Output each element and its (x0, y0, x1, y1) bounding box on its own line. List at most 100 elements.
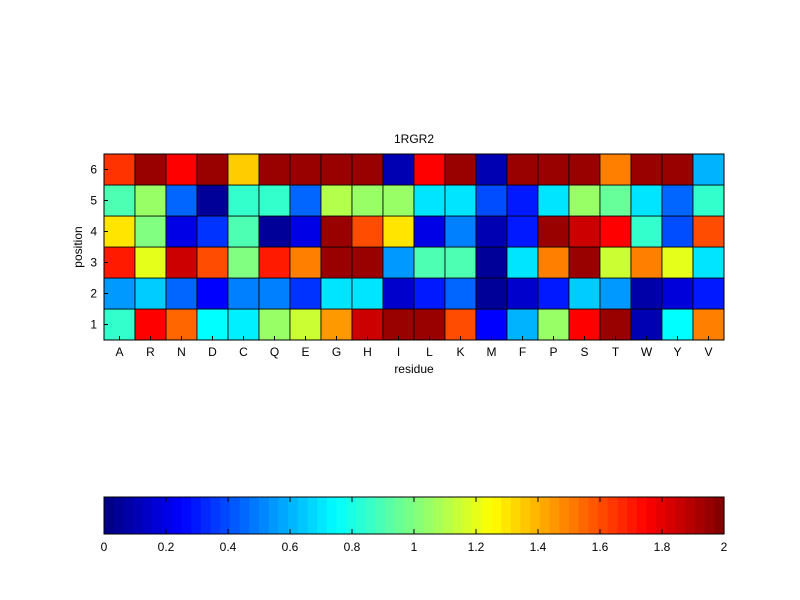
colorbar-tick-label: 2 (721, 540, 728, 554)
heatmap-cell (475, 184, 508, 217)
heatmap-cell (568, 246, 601, 279)
heatmap-cell (134, 184, 167, 217)
x-tick-label: G (332, 345, 341, 359)
colorbar-segment (569, 497, 580, 534)
colorbar-tick-label: 0 (101, 540, 108, 554)
x-tick-label: I (397, 345, 400, 359)
heatmap-cell (692, 277, 725, 310)
heatmap-cell (289, 215, 322, 248)
heatmap-cell (351, 184, 384, 217)
x-tick-label: M (487, 345, 497, 359)
colorbar-segment (665, 497, 677, 534)
heatmap-cell (320, 246, 353, 279)
heatmap-cell (134, 215, 167, 248)
y-tick-label: 5 (90, 194, 97, 208)
colorbar-segment (259, 497, 270, 534)
heatmap-cell (134, 153, 167, 186)
colorbar-segment (210, 497, 221, 534)
colorbar-segment (607, 497, 619, 534)
colorbar-segment (530, 497, 541, 534)
x-tick-label: P (549, 345, 557, 359)
colorbar-segment (200, 497, 212, 534)
heatmap-cell (444, 215, 477, 248)
heatmap-cell (227, 277, 260, 310)
heatmap-cell (289, 153, 322, 186)
colorbar-segment (365, 497, 376, 534)
heatmap-cell (599, 184, 632, 217)
colorbar-tick-label: 0.4 (220, 540, 237, 554)
colorbar-segment (171, 497, 183, 534)
colorbar-segment (288, 497, 299, 534)
colorbar-tick-label: 0.6 (282, 540, 299, 554)
colorbar-segment (375, 497, 386, 534)
heatmap-cell (506, 308, 539, 341)
heatmap-cell (196, 215, 229, 248)
heatmap-cell (289, 184, 322, 217)
colorbar-segment (133, 497, 144, 534)
heatmap-cell (103, 308, 136, 341)
heatmap-cell (289, 246, 322, 279)
heatmap-cell (537, 308, 570, 341)
heatmap-cell (444, 184, 477, 217)
heatmap-cell (320, 308, 353, 341)
heatmap-cell (320, 215, 353, 248)
colorbar-segment (443, 497, 454, 534)
colorbar-segment (278, 497, 289, 534)
heatmap-cell (165, 215, 198, 248)
x-axis-label: residue (394, 362, 434, 376)
colorbar-segment (578, 497, 589, 534)
colorbar-segment (191, 497, 202, 534)
heatmap-cell (413, 277, 446, 310)
colorbar-segment (414, 497, 425, 534)
colorbar-segment (307, 497, 318, 534)
heatmap-cell (382, 246, 415, 279)
heatmap-cell (568, 153, 601, 186)
heatmap-cell (692, 246, 725, 279)
heatmap-cell (320, 153, 353, 186)
heatmap-cell (413, 153, 446, 186)
colorbar-segment (404, 497, 415, 534)
colorbar-tick-label: 1.4 (530, 540, 547, 554)
heatmap-cell (227, 308, 260, 341)
heatmap-cell (351, 215, 384, 248)
heatmap-cell (661, 308, 694, 341)
colorbar-segment (162, 497, 173, 534)
heatmap-cell (692, 184, 725, 217)
colorbar-segment (646, 497, 657, 534)
x-tick-label: N (177, 345, 186, 359)
heatmap-cell (351, 246, 384, 279)
heatmap-cell (351, 277, 384, 310)
heatmap-cells (103, 153, 725, 341)
colorbar-segment (694, 497, 706, 534)
y-tick-labels: 1 2 3 4 5 6 (90, 163, 108, 332)
colorbar-segment (714, 497, 725, 534)
x-tick-label: D (208, 345, 217, 359)
colorbar-segment (142, 497, 154, 534)
heatmap-cell (258, 246, 291, 279)
heatmap-cell (630, 308, 663, 341)
heatmap-chart: A R N D C Q E G H I L K M F P S T W Y V 1 2 3 4 5 6 1RGR2 residu… (71, 132, 725, 376)
x-tick-label: R (146, 345, 155, 359)
colorbar-tick-label: 1.8 (654, 540, 671, 554)
heatmap-cell (320, 277, 353, 310)
heatmap-cell (258, 215, 291, 248)
y-tick-label: 2 (90, 287, 97, 301)
heatmap-cell (661, 215, 694, 248)
heatmap-cell (382, 215, 415, 248)
heatmap-cell (506, 184, 539, 217)
colorbar-tick-label: 1 (411, 540, 418, 554)
y-tick-label: 6 (90, 163, 97, 177)
heatmap-cell (661, 153, 694, 186)
heatmap-cell (599, 246, 632, 279)
x-tick-label: V (704, 345, 712, 359)
colorbar-segment (627, 497, 638, 534)
x-tick-label: L (426, 345, 433, 359)
colorbar-segment (549, 497, 560, 534)
colorbar-segment (239, 497, 250, 534)
colorbar-tick-label: 0.8 (344, 540, 361, 554)
colorbar-gradient (104, 497, 725, 534)
heatmap-cell (475, 215, 508, 248)
colorbar-segment (229, 497, 241, 534)
